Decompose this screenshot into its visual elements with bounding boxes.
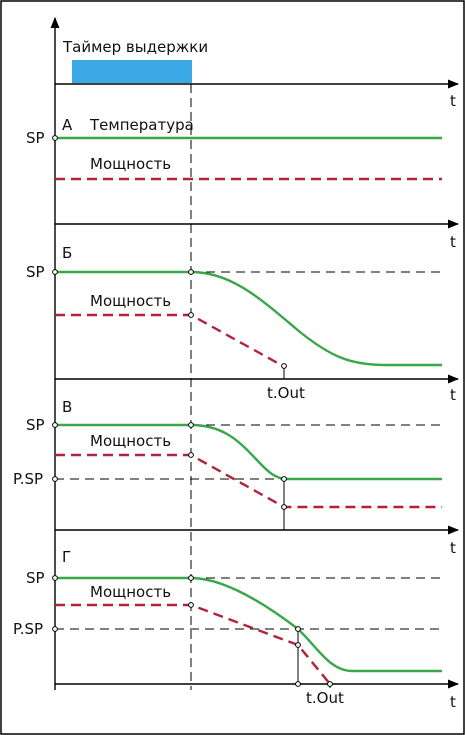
panel-v-sp-label: SP bbox=[26, 416, 45, 434]
timer-label: Таймер выдержки bbox=[62, 38, 208, 56]
panel-b-tout-marker bbox=[281, 363, 287, 369]
panel-v-sp-marker bbox=[52, 422, 58, 428]
panel-a-sp-label: SP bbox=[26, 129, 45, 147]
panel-g-psp-label: P.SP bbox=[13, 620, 43, 638]
panel-g-power-curve bbox=[55, 603, 331, 685]
panel-g-temp-break-marker bbox=[188, 575, 194, 581]
panel-b-temp-break-marker bbox=[188, 269, 194, 275]
panel-v: В SP P.SP Мощность bbox=[13, 398, 442, 530]
panel-v-psp-reach-marker bbox=[281, 476, 287, 482]
timer-bar bbox=[72, 60, 192, 83]
panel-g-sp-label: SP bbox=[26, 569, 45, 587]
panel-v-temp-break-marker bbox=[188, 422, 194, 428]
panel-g-power-label: Мощность bbox=[90, 583, 171, 601]
panel-g-letter: Г bbox=[62, 548, 71, 566]
panel-g-temperature-curve bbox=[55, 576, 442, 673]
panel-b-letter: Б bbox=[62, 244, 72, 262]
panel-b: Б SP Мощность t.Out bbox=[26, 244, 442, 402]
panel-a-sp-marker bbox=[52, 135, 58, 141]
panel-v-power-switch-marker bbox=[281, 504, 287, 510]
panel-v-temperature-curve bbox=[55, 423, 442, 481]
panel-a-power-label: Мощность bbox=[90, 155, 171, 173]
panel-a-letter: А bbox=[62, 116, 73, 134]
panel-v-power-label: Мощность bbox=[90, 432, 171, 450]
panel-b-tout-label: t.Out bbox=[267, 384, 305, 402]
panel-b-temperature-curve bbox=[55, 270, 442, 367]
axis-label-t-timer: t bbox=[450, 92, 456, 110]
panel-b-power-break-marker bbox=[188, 312, 194, 318]
panel-v-power-break-marker bbox=[188, 452, 194, 458]
panel-v-letter: В bbox=[62, 398, 72, 416]
panel-g-psp-marker bbox=[52, 626, 58, 632]
panel-v-psp-label: P.SP bbox=[13, 470, 43, 488]
panel-a: А Температура SP Мощность bbox=[26, 116, 442, 181]
axis-label-t-b: t bbox=[450, 386, 456, 404]
panel-g-axis-marker bbox=[295, 681, 301, 687]
panel-b-power-curve bbox=[55, 313, 284, 368]
temperature-label: Температура bbox=[89, 116, 194, 134]
axis-label-t-g: t bbox=[450, 693, 456, 711]
panel-g-sp-marker bbox=[52, 575, 58, 581]
panel-g-power-switch-marker bbox=[295, 642, 301, 648]
panel-b-sp-label: SP bbox=[26, 263, 45, 281]
panel-g-tout-label: t.Out bbox=[306, 689, 344, 707]
panel-b-sp-marker bbox=[52, 269, 58, 275]
panel-g-power-break-marker bbox=[188, 602, 194, 608]
panel-g-psp-reach-marker bbox=[295, 626, 301, 632]
axis-label-t-v: t bbox=[450, 539, 456, 557]
axis-label-t-a: t bbox=[450, 233, 456, 251]
panel-v-psp-marker bbox=[52, 476, 58, 482]
panel-v-power-curve bbox=[55, 453, 442, 509]
panel-b-power-label: Мощность bbox=[90, 292, 171, 310]
panel-g: Г SP P.SP Мощность t.Out bbox=[13, 548, 442, 707]
panel-g-tout-marker bbox=[327, 681, 333, 687]
